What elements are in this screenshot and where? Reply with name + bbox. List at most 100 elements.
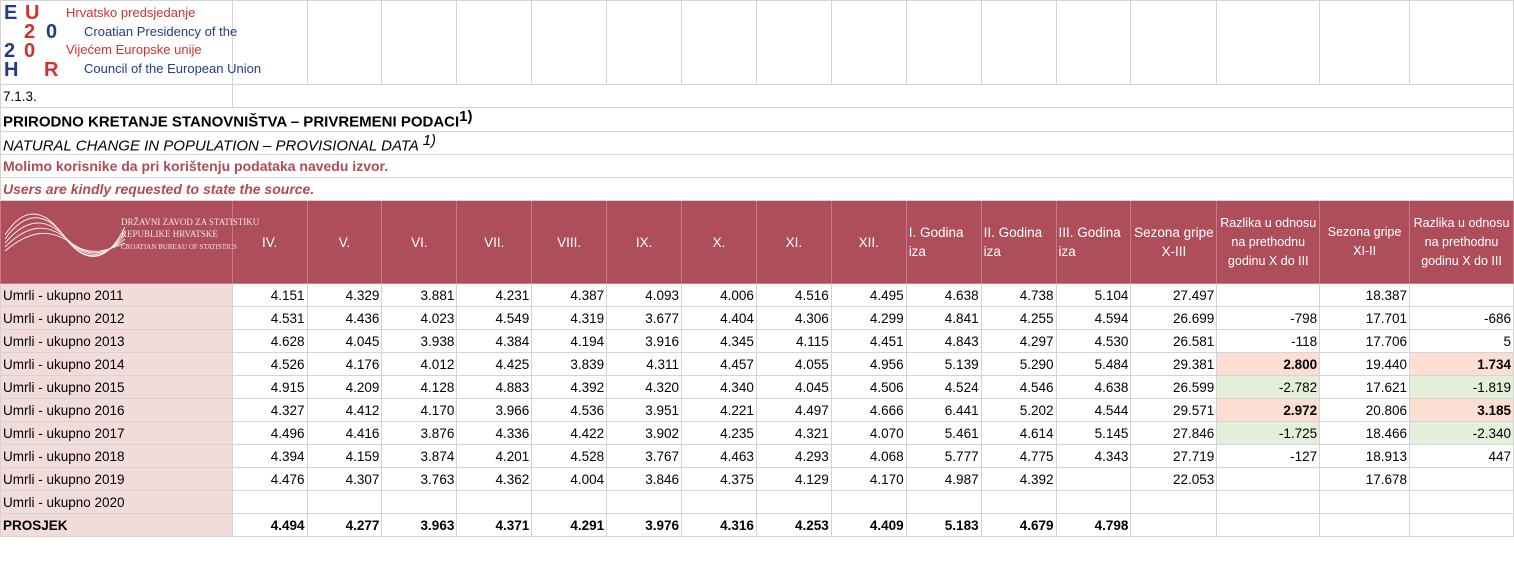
table-cell[interactable] [1409,467,1514,491]
table-cell[interactable]: 4.055 [755,352,832,376]
table-cell[interactable]: 4.638 [1055,375,1132,399]
table-cell[interactable]: 4.045 [306,329,383,353]
table-cell[interactable] [381,490,458,514]
table-cell[interactable]: -118 [1216,329,1321,353]
table-cell[interactable]: 3.916 [606,329,683,353]
table-cell[interactable]: -686 [1409,306,1514,330]
table-cell[interactable]: 26.581 [1130,329,1218,353]
table-cell[interactable]: 4.307 [306,467,383,491]
table-cell[interactable]: 4.530 [1055,329,1132,353]
table-cell[interactable]: 5.484 [1055,352,1132,376]
table-cell[interactable]: 4.375 [681,467,757,491]
row-label[interactable]: Umrli - ukupno 2015 [0,375,233,399]
table-cell[interactable]: 5.183 [905,513,982,537]
table-cell[interactable]: 3.874 [381,444,458,468]
column-header[interactable]: IX. [606,200,683,284]
table-cell[interactable]: 3.185 [1409,398,1514,422]
table-cell[interactable]: 4.404 [681,306,757,330]
table-cell[interactable]: 3.881 [381,283,458,307]
column-header[interactable]: Sezona gripe XI-II [1319,200,1411,284]
table-cell[interactable]: 3.938 [381,329,458,353]
table-cell[interactable]: 4.004 [531,467,608,491]
row-label[interactable]: PROSJEK [0,513,233,537]
row-label[interactable]: Umrli - ukupno 2012 [0,306,233,330]
dzs-logo-cell[interactable]: DRŽAVNI ZAVOD ZA STATISTIKU REPUBLIKE HR… [0,200,259,284]
row-label[interactable]: Umrli - ukupno 2011 [0,283,233,307]
table-cell[interactable]: 4.841 [905,306,982,330]
table-cell[interactable]: 4.319 [531,306,608,330]
table-cell[interactable]: 20.806 [1319,398,1411,422]
table-cell[interactable]: -798 [1216,306,1321,330]
table-cell[interactable]: 3.839 [531,352,608,376]
table-cell[interactable] [1319,513,1411,537]
table-cell[interactable]: 4.394 [231,444,308,468]
table-cell[interactable] [531,490,608,514]
note-hr-cell[interactable]: Molimo korisnike da pri korištenju podat… [0,154,1514,178]
table-cell[interactable]: 4.012 [381,352,458,376]
table-cell[interactable]: 4.528 [531,444,608,468]
table-cell[interactable]: 4.340 [681,375,757,399]
table-cell[interactable]: 4.536 [531,398,608,422]
table-cell[interactable]: 4.327 [231,398,308,422]
table-cell[interactable]: 4.883 [456,375,533,399]
table-cell[interactable]: 4.679 [980,513,1057,537]
table-cell[interactable]: 4.297 [980,329,1057,353]
table-cell[interactable]: 4.384 [456,329,533,353]
table-cell[interactable]: 17.701 [1319,306,1411,330]
row-label[interactable]: Umrli - ukupno 2016 [0,398,233,422]
table-cell[interactable]: 4.253 [755,513,832,537]
table-cell[interactable]: 4.068 [830,444,907,468]
table-cell[interactable]: 4.549 [456,306,533,330]
table-cell[interactable] [1319,490,1411,514]
table-cell[interactable]: 29.381 [1130,352,1218,376]
table-cell[interactable]: 26.699 [1130,306,1218,330]
table-cell[interactable]: 3.963 [381,513,458,537]
table-cell[interactable]: 4.362 [456,467,533,491]
table-cell[interactable] [1216,467,1321,491]
title-en-cell[interactable]: NATURAL CHANGE IN POPULATION – PROVISION… [0,130,1514,155]
table-cell[interactable]: 4.422 [531,421,608,445]
note-en-cell[interactable]: Users are kindly requested to state the … [0,177,1514,201]
column-header[interactable]: V. [306,200,383,284]
table-cell[interactable]: 1.734 [1409,352,1514,376]
table-cell[interactable]: 5.104 [1055,283,1132,307]
table-cell[interactable]: 4.506 [830,375,907,399]
table-cell[interactable]: 4.291 [531,513,608,537]
table-cell[interactable]: 4.221 [681,398,757,422]
table-cell[interactable]: 4.843 [905,329,982,353]
table-cell[interactable]: 4.451 [830,329,907,353]
column-header[interactable]: I. Godina iza [905,200,982,284]
table-cell[interactable]: 4.371 [456,513,533,537]
table-cell[interactable]: 4.115 [755,329,832,353]
column-header[interactable]: IV. [231,200,308,284]
table-cell[interactable]: 4.628 [231,329,308,353]
table-cell[interactable] [1409,490,1514,514]
column-header[interactable]: Sezona gripe X-III [1130,200,1218,284]
table-cell[interactable] [905,490,982,514]
table-cell[interactable]: 4.463 [681,444,757,468]
table-cell[interactable]: 5.461 [905,421,982,445]
table-cell[interactable]: 4.495 [830,283,907,307]
table-cell[interactable]: -2.782 [1216,375,1321,399]
table-cell[interactable] [1409,513,1514,537]
table-cell[interactable]: 4.231 [456,283,533,307]
table-cell[interactable] [231,490,308,514]
row-label[interactable]: Umrli - ukupno 2018 [0,444,233,468]
table-cell[interactable] [1216,490,1321,514]
row-label[interactable]: Umrli - ukupno 2019 [0,467,233,491]
table-cell[interactable]: 5 [1409,329,1514,353]
table-cell[interactable] [1216,513,1321,537]
table-cell[interactable]: -1.819 [1409,375,1514,399]
table-cell[interactable] [755,490,832,514]
table-cell[interactable]: 4.987 [905,467,982,491]
table-cell[interactable]: 4.546 [980,375,1057,399]
table-cell[interactable]: 4.915 [231,375,308,399]
table-cell[interactable]: 4.666 [830,398,907,422]
column-header[interactable]: II. Godina iza [980,200,1057,284]
table-cell[interactable]: 4.392 [980,467,1057,491]
table-cell[interactable]: 3.951 [606,398,683,422]
table-cell[interactable]: 4.255 [980,306,1057,330]
table-cell[interactable]: 4.023 [381,306,458,330]
table-cell[interactable]: 4.457 [681,352,757,376]
table-cell[interactable]: 18.466 [1319,421,1411,445]
